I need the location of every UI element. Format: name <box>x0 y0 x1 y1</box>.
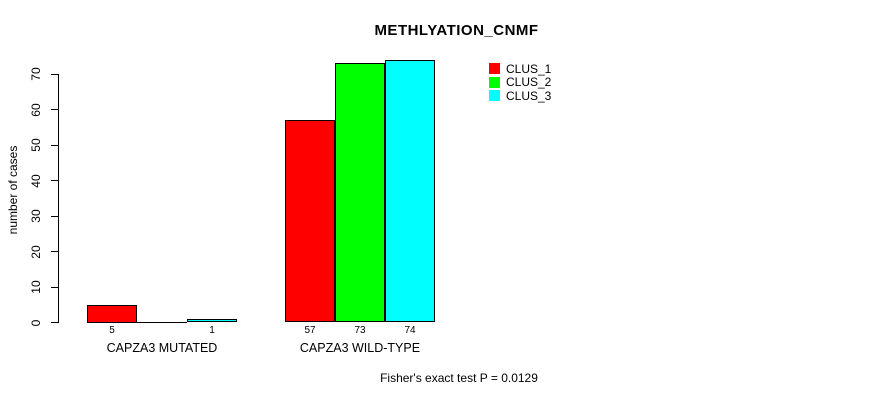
bar-clus_3-group1 <box>187 318 237 323</box>
legend-label: CLUS_1 <box>506 61 552 76</box>
chart-legend: CLUS_1 CLUS_2 CLUS_3 <box>489 62 551 103</box>
legend-item-clus_1: CLUS_1 <box>489 62 551 76</box>
legend-label: CLUS_2 <box>506 75 552 90</box>
legend-swatch-clus_2 <box>489 76 500 88</box>
legend-label: CLUS_3 <box>506 88 552 103</box>
bar-value-label: 5 <box>109 325 115 336</box>
bar-value-label: 57 <box>304 325 316 336</box>
y-axis-line <box>58 74 59 323</box>
bar-clus_1-group2 <box>285 120 335 323</box>
y-axis-tick <box>51 109 59 110</box>
y-tick-label: 0 <box>29 319 43 326</box>
chart-title: METHLYATION_CNMF <box>374 22 539 39</box>
y-axis-tick <box>51 322 59 323</box>
legend-swatch-clus_3 <box>489 90 500 102</box>
y-axis-tick <box>51 180 59 181</box>
x-group-label: CAPZA3 MUTATED <box>106 341 218 355</box>
bar-value-label: 1 <box>209 325 215 336</box>
y-axis-tick <box>51 215 59 217</box>
y-tick-label: 40 <box>29 173 43 188</box>
fisher-test-annotation: Fisher's exact test P = 0.0129 <box>380 371 538 385</box>
bar-value-label: 74 <box>404 325 416 336</box>
y-axis-title: number of cases <box>6 145 20 235</box>
legend-item-clus_3: CLUS_3 <box>489 89 551 103</box>
y-tick-label: 10 <box>29 280 43 294</box>
bar-clus_1-group1 <box>87 304 137 323</box>
bar-clus_2-group1-zero <box>137 321 187 323</box>
legend-swatch-clus_1 <box>489 63 500 75</box>
y-tick-label: 20 <box>29 244 43 259</box>
bar-clus_3-group2 <box>385 59 435 323</box>
x-group-label: CAPZA3 WILD-TYPE <box>299 341 421 355</box>
y-tick-label: 50 <box>29 138 43 152</box>
y-axis-tick <box>51 251 59 252</box>
y-axis-tick <box>51 286 59 288</box>
y-axis-tick <box>51 144 59 146</box>
legend-item-clus_2: CLUS_2 <box>489 76 551 90</box>
y-axis-tick <box>51 73 59 75</box>
bar-clus_2-group2 <box>335 63 385 323</box>
bar-value-label: 73 <box>354 325 366 336</box>
y-tick-label: 70 <box>29 67 43 81</box>
y-tick-label: 30 <box>29 209 43 223</box>
y-tick-label: 60 <box>29 102 43 117</box>
